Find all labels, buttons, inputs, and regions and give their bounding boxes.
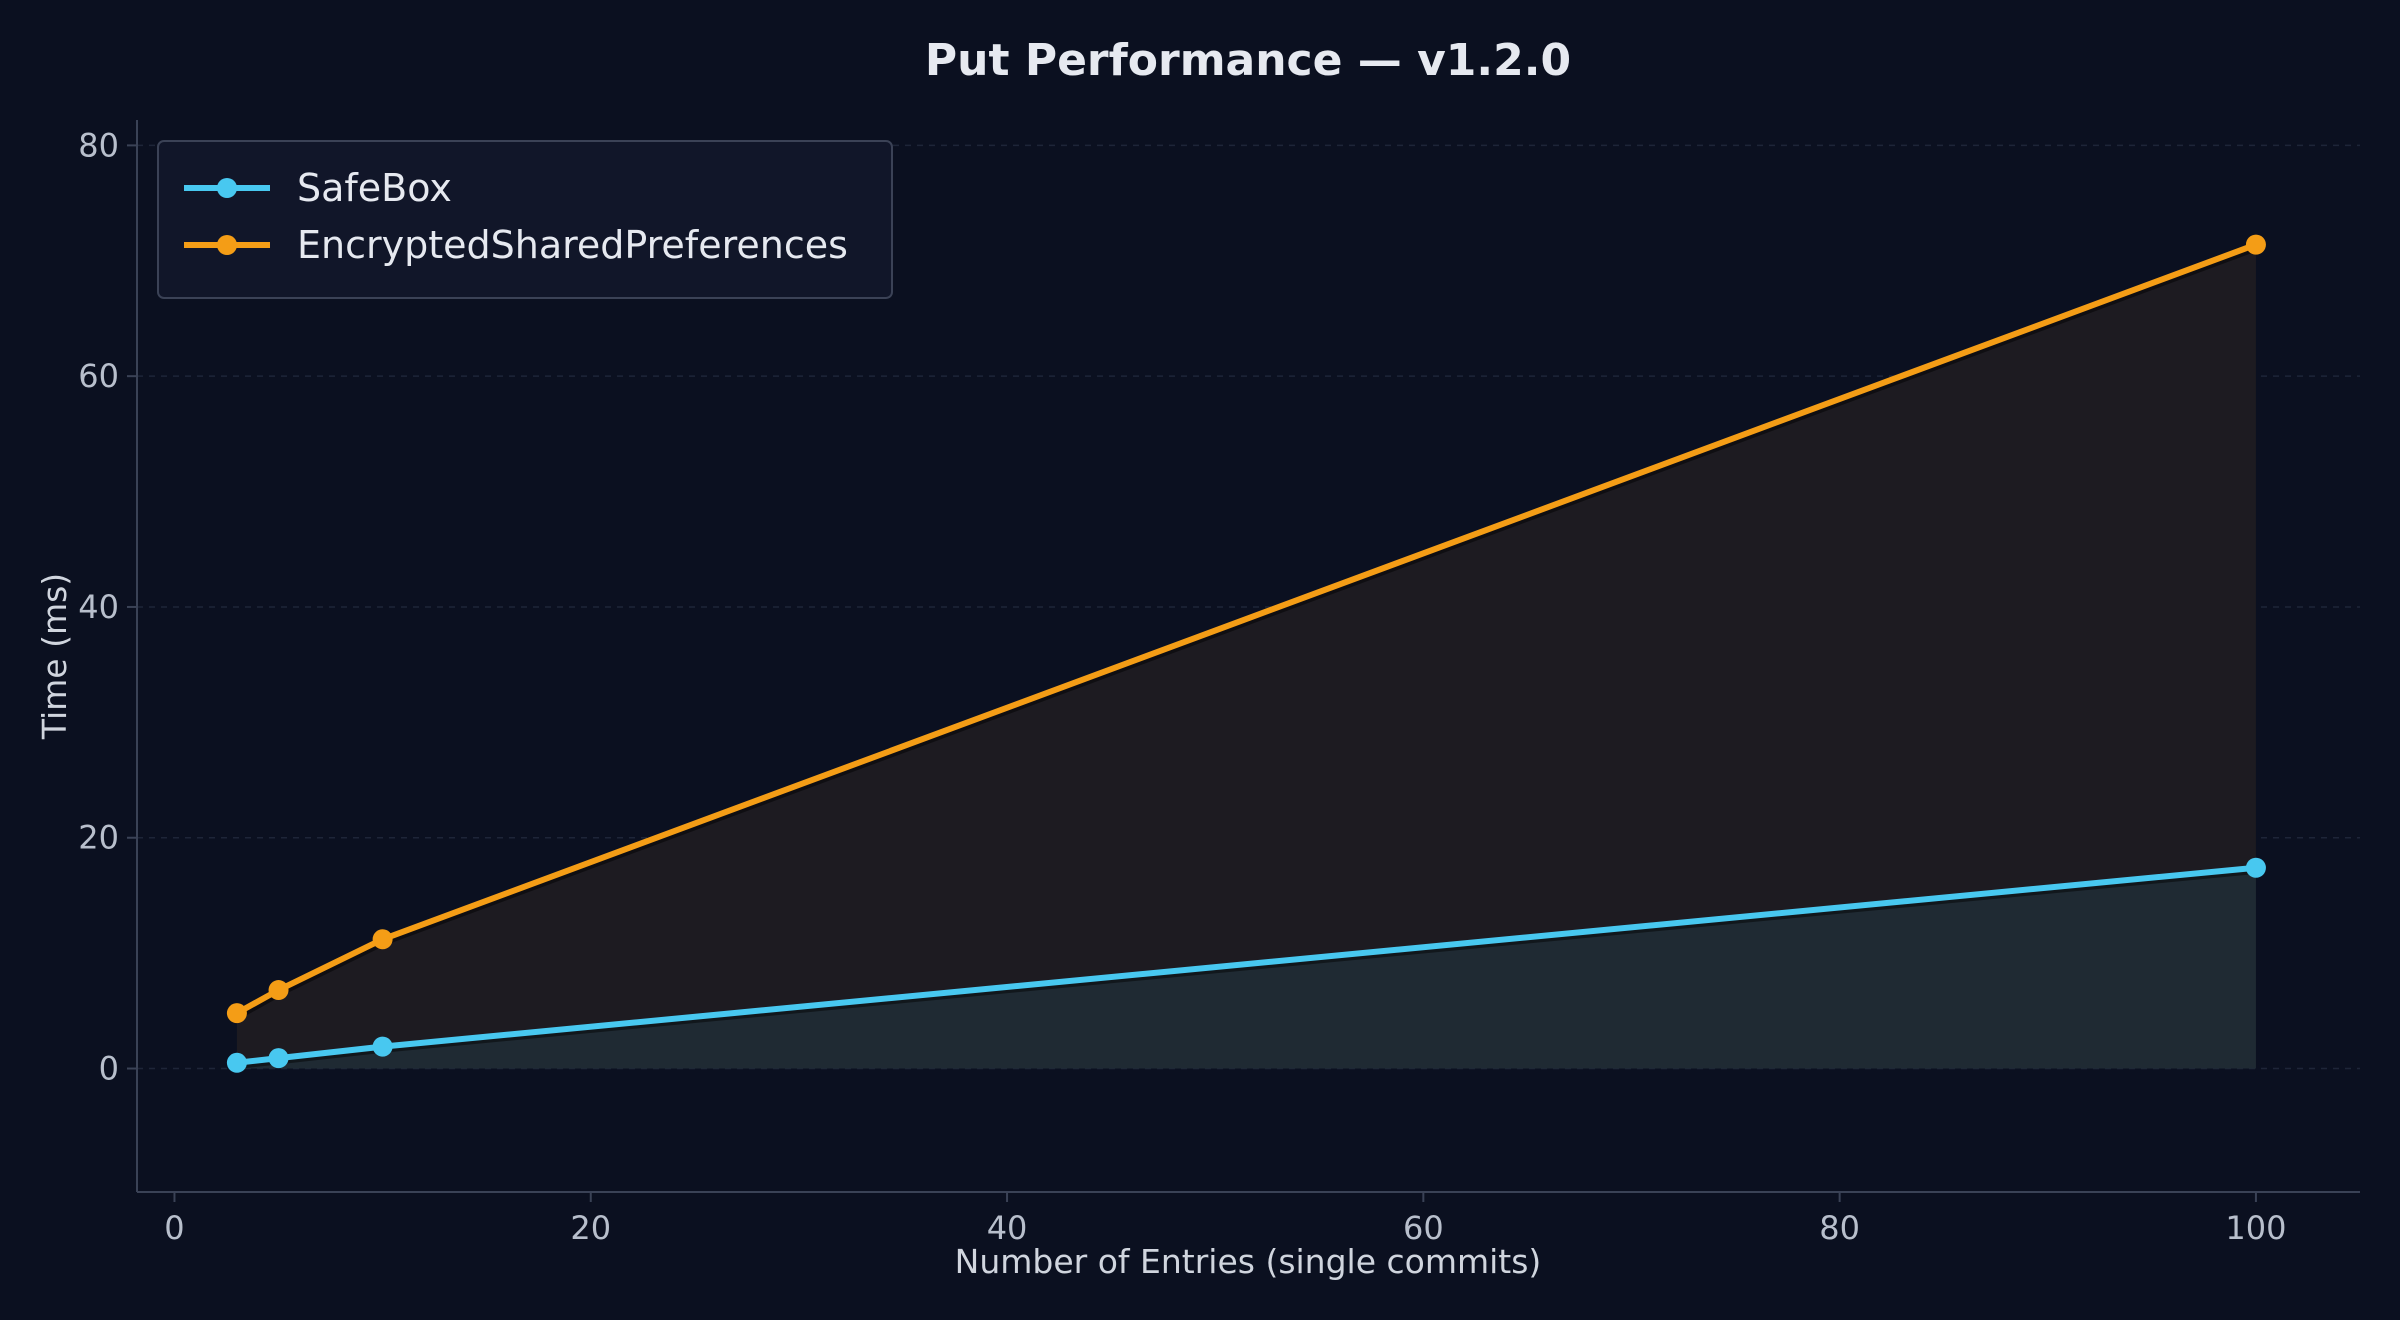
area-encryptedsharedpreferences — [236, 244, 2256, 1069]
x-axis-label: Number of Entries (single commits) — [955, 1242, 1542, 1281]
legend-label-esp: EncryptedSharedPreferences — [297, 223, 848, 267]
y-tick-label: 40 — [78, 588, 119, 626]
series-lines — [233, 241, 2259, 1069]
point-safebox — [226, 1052, 247, 1073]
y-tick-label: 20 — [78, 819, 119, 857]
y-tick-label: 60 — [78, 357, 119, 395]
line-safebox — [233, 864, 2259, 1066]
x-tick-label: 60 — [1403, 1209, 1444, 1247]
point-encryptedsharedpreferences — [2245, 234, 2266, 255]
point-safebox — [2245, 857, 2266, 878]
line-encryptedsharedpreferences — [233, 241, 2259, 1017]
legend: SafeBox EncryptedSharedPreferences — [157, 140, 893, 299]
legend-label-safebox: SafeBox — [297, 166, 452, 210]
line-shadow-safebox — [238, 867, 2259, 1069]
series-points — [226, 234, 2266, 1073]
point-encryptedsharedpreferences — [372, 929, 393, 950]
y-axis-ticks: 0 20 40 60 80 — [78, 126, 137, 1088]
x-tick-label: 80 — [1819, 1209, 1860, 1247]
point-safebox — [372, 1036, 393, 1057]
legend-marker-safebox — [217, 178, 237, 198]
x-tick-label: 40 — [987, 1209, 1028, 1247]
y-tick-label: 0 — [99, 1050, 119, 1088]
y-tick-label: 80 — [78, 126, 119, 164]
line-shadow-encryptedsharedpreferences — [237, 244, 2259, 1019]
x-axis-ticks: 0 20 40 60 80 100 — [164, 1192, 2286, 1247]
y-axis-label: Time (ms) — [35, 573, 74, 740]
x-tick-label: 0 — [164, 1209, 184, 1247]
legend-marker-esp — [217, 235, 237, 255]
x-tick-label: 100 — [2225, 1209, 2286, 1247]
chart-title: Put Performance — v1.2.0 — [925, 35, 1571, 86]
point-safebox — [268, 1048, 289, 1069]
legend-box — [157, 140, 893, 299]
point-encryptedsharedpreferences — [268, 980, 289, 1001]
x-tick-label: 20 — [570, 1209, 611, 1247]
point-encryptedsharedpreferences — [226, 1003, 247, 1024]
